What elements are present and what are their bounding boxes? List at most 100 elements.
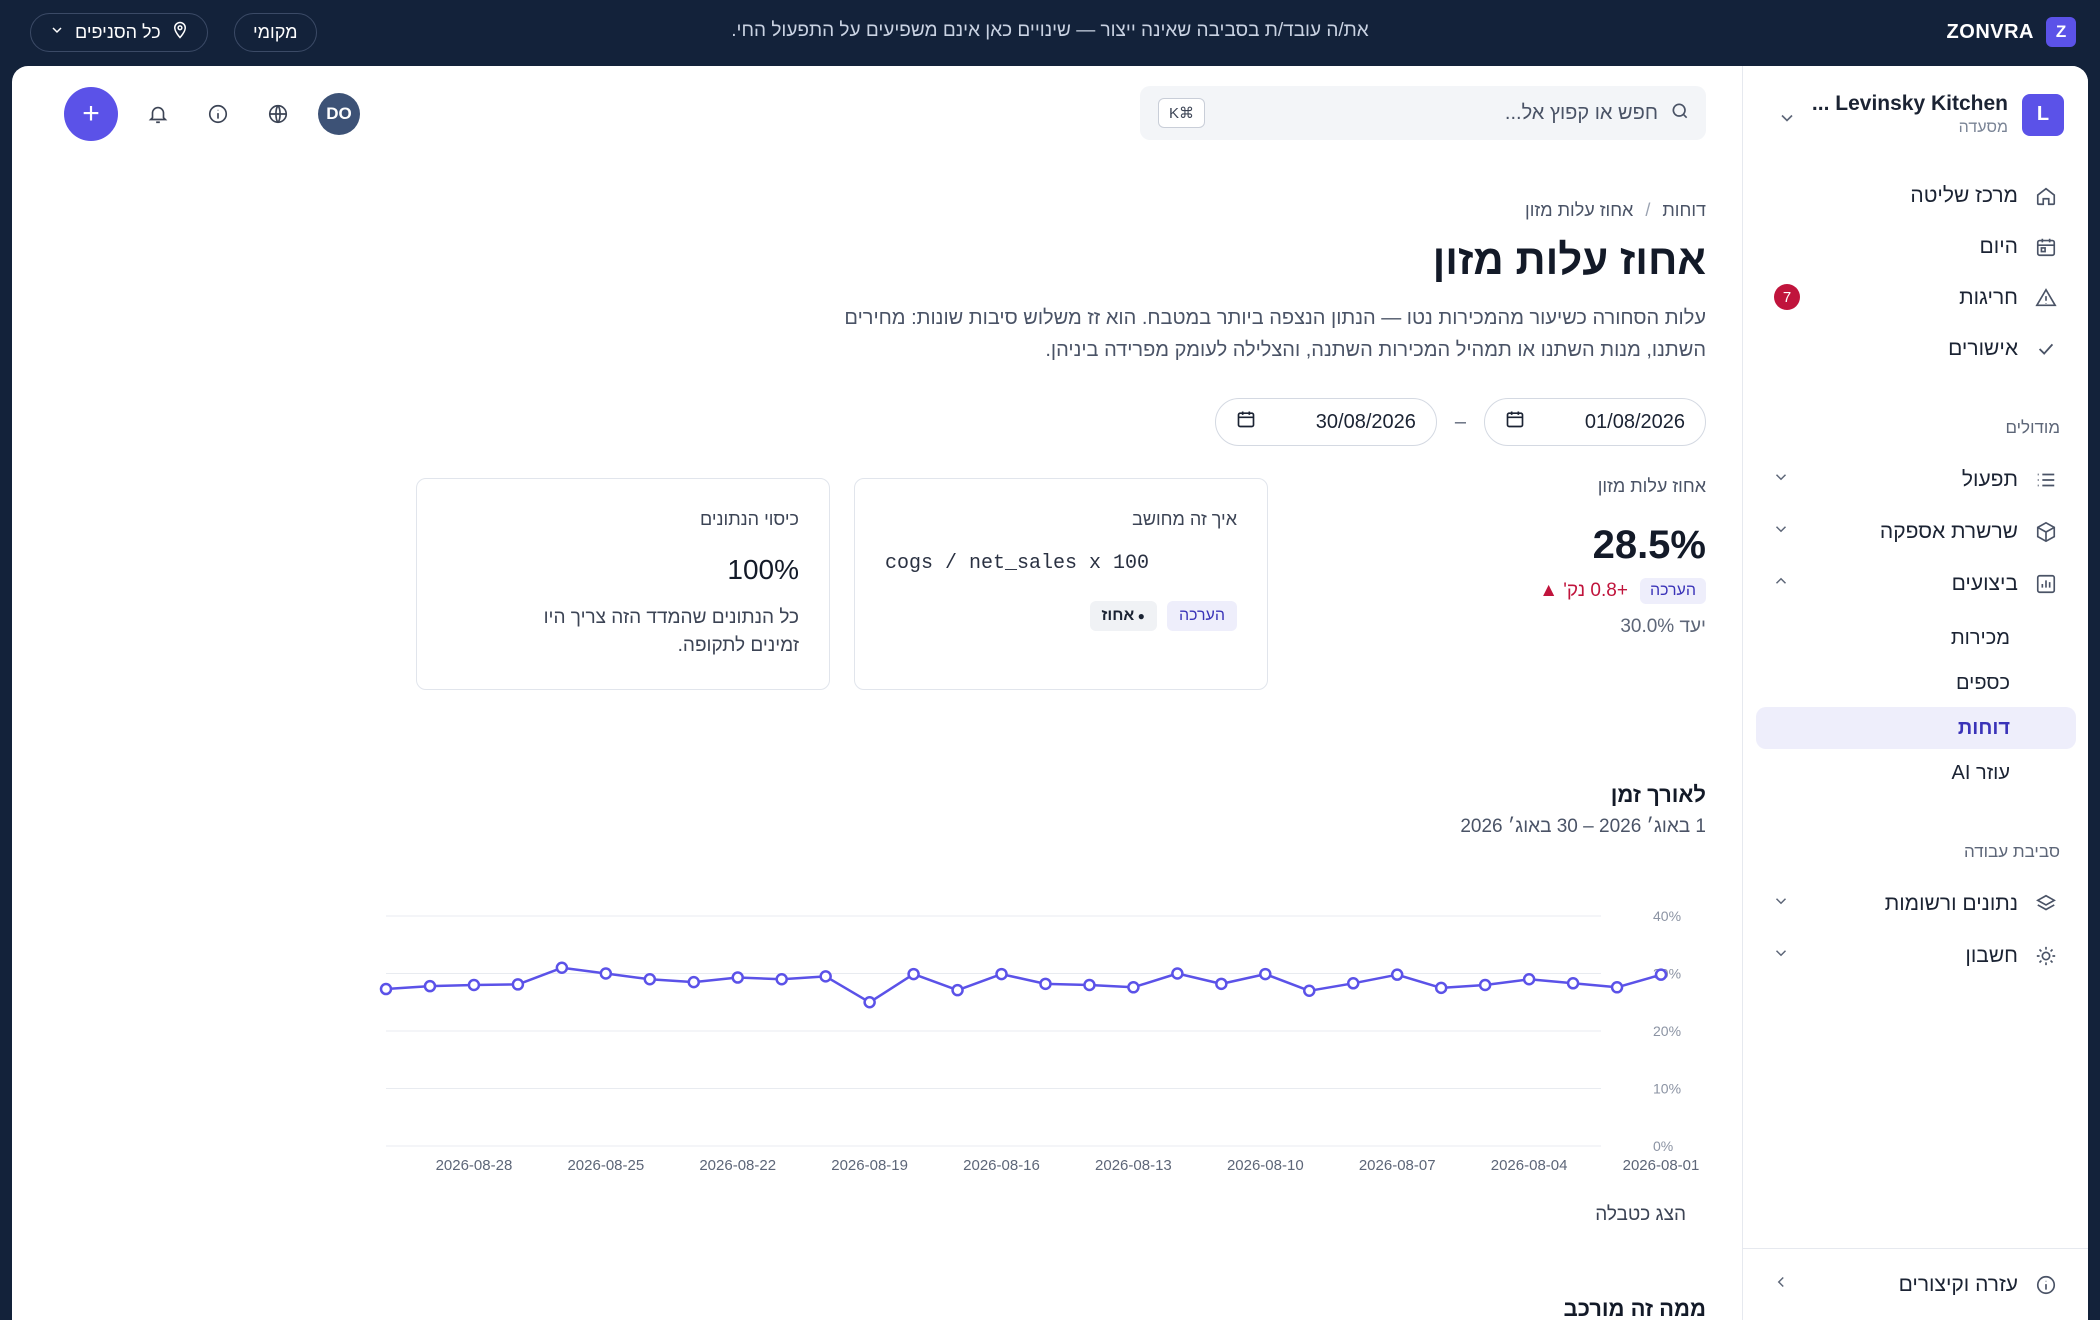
card-title: כיסוי הנתונים <box>700 509 799 529</box>
data-point[interactable] <box>1346 977 1360 990</box>
calendar-icon <box>1505 409 1525 435</box>
data-point[interactable] <box>907 967 920 981</box>
search-input[interactable] <box>1238 101 1658 125</box>
data-point[interactable] <box>1610 981 1624 994</box>
data-point[interactable] <box>1654 968 1668 981</box>
series-line <box>385 966 1662 1004</box>
sidebar-subitem-sales[interactable]: מכירות <box>1950 626 2010 649</box>
sidebar-item-operations[interactable]: תפעול <box>1756 458 2076 502</box>
sidebar-item-supply-chain[interactable]: שרשרת אספקה <box>1756 510 2076 554</box>
data-point[interactable] <box>731 971 744 984</box>
data-coverage-card: כיסוי הנתונים 100% כל הנתונים שהמדד הזה … <box>416 478 830 690</box>
data-point[interactable] <box>1522 973 1536 986</box>
date-from-field[interactable]: 01/08/2026 <box>1484 398 1706 446</box>
sidebar-item-label: חשבון <box>1965 944 2018 967</box>
sidebar-item-label: עזרה וקיצורים <box>1898 1273 2018 1296</box>
sidebar-footer: עזרה וקיצורים <box>1742 1248 2088 1320</box>
data-point[interactable] <box>555 961 569 974</box>
unit-tag: אחוז <box>1089 601 1157 631</box>
date-to-field[interactable]: 30/08/2026 <box>1214 398 1437 446</box>
data-point[interactable] <box>423 979 437 993</box>
bar-chart-icon <box>2034 572 2058 596</box>
data-point[interactable] <box>995 967 1008 981</box>
globe-icon[interactable] <box>258 94 298 134</box>
data-point[interactable] <box>1171 967 1184 980</box>
x-tick-label: 2026-08-19 <box>831 1157 908 1174</box>
sidebar-subitem-finance[interactable]: כספים <box>1956 671 2010 694</box>
page-description: עלות הסחורה כשיעור מהמכירות נטו — הנתון … <box>844 307 1706 361</box>
list-icon <box>2034 468 2058 492</box>
sidebar-item-approvals[interactable]: אישורים <box>1756 327 2076 371</box>
chevron-down-icon[interactable] <box>1777 108 1797 133</box>
sidebar-item-exceptions[interactable]: חריגות 7 <box>1756 276 2076 320</box>
composition-title: ממה זה מורכב <box>1563 1296 1706 1320</box>
data-point[interactable] <box>775 973 788 986</box>
branch-selector[interactable]: כל הסניפים <box>30 13 208 52</box>
data-point[interactable] <box>863 996 876 1009</box>
sidebar-item-today[interactable]: היום <box>1756 225 2076 269</box>
data-point[interactable] <box>1478 978 1492 992</box>
breadcrumb-parent[interactable]: דוחות <box>1662 200 1706 220</box>
data-point[interactable] <box>1215 977 1228 991</box>
top-bar: Z ZONVRA את/ה עובד/ת בסביבה שאינה ייצור … <box>0 0 2100 64</box>
sidebar-item-control-center[interactable]: מרכז שליטה <box>1756 174 2076 218</box>
workspace-heading: סביבת עבודה <box>1963 842 2060 861</box>
environment-button[interactable]: מקומי <box>234 13 317 52</box>
calendar-icon <box>2034 235 2058 259</box>
header-actions: DO + <box>64 87 360 141</box>
show-as-table-button[interactable]: הצג כטבלה <box>1595 1204 1686 1225</box>
chevron-up-icon <box>1772 572 1790 596</box>
data-point[interactable] <box>1434 981 1448 995</box>
chevron-left-icon <box>1772 1273 1790 1297</box>
branch-selector-label: כל הסניפים <box>75 22 161 42</box>
data-point[interactable] <box>1083 978 1096 992</box>
x-tick-label: 2026-08-28 <box>436 1157 513 1174</box>
help-shortcuts-item[interactable]: עזרה וקיצורים <box>1756 1263 2076 1307</box>
sidebar-item-performance[interactable]: ביצועים <box>1756 562 2076 606</box>
org-name: Levinsky Kitchen ... <box>1811 92 2008 115</box>
sidebar-subitem-ai-assistant[interactable]: עוזר AI <box>1951 761 2010 784</box>
data-point[interactable] <box>379 982 393 996</box>
breadcrumb: דוחות / אחוז עלות מזון <box>1525 200 1706 221</box>
user-avatar[interactable]: DO <box>318 93 360 135</box>
data-point[interactable] <box>1259 967 1272 981</box>
sidebar-item-account[interactable]: חשבון <box>1756 934 2076 978</box>
info-icon[interactable] <box>198 94 238 134</box>
y-tick-label: 0% <box>1653 1138 1673 1154</box>
brand[interactable]: Z ZONVRA <box>1947 17 2076 47</box>
kpi-label: אחוז עלות מזון <box>1597 476 1706 496</box>
chevron-down-icon <box>1772 468 1790 492</box>
breadcrumb-separator: / <box>1645 200 1651 220</box>
data-point[interactable] <box>1039 977 1052 991</box>
info-icon <box>2034 1273 2058 1297</box>
data-point[interactable] <box>599 967 613 980</box>
sidebar-item-label: ביצועים <box>1951 572 2018 595</box>
data-point[interactable] <box>687 975 701 989</box>
environment-notice: את/ה עובד/ת בסביבה שאינה ייצור — שינויים… <box>731 20 1369 41</box>
sidebar-item-label: שרשרת אספקה <box>1879 520 2018 543</box>
bell-icon[interactable] <box>138 94 178 134</box>
data-point[interactable] <box>467 978 481 992</box>
create-button[interactable]: + <box>64 87 118 141</box>
org-switcher[interactable]: L Levinsky Kitchen ... מסעדה <box>1812 92 2064 137</box>
sidebar-item-data-records[interactable]: נתונים ורשומות <box>1756 882 2076 926</box>
data-point[interactable] <box>511 978 525 991</box>
data-point[interactable] <box>951 983 964 997</box>
environment-label: מקומי <box>253 22 298 42</box>
data-point[interactable] <box>1127 981 1140 994</box>
x-tick-label: 2026-08-25 <box>567 1157 644 1174</box>
chevron-down-icon <box>1772 944 1790 968</box>
data-point[interactable] <box>1390 968 1404 981</box>
data-point[interactable] <box>643 973 657 986</box>
search-bar[interactable]: ⌘K <box>1140 86 1706 140</box>
x-tick-label: 2026-08-10 <box>1227 1157 1304 1174</box>
home-icon <box>2034 184 2058 208</box>
org-avatar: L <box>2022 93 2064 136</box>
kpi-delta: +0.8 נק' ▲ <box>1539 580 1628 601</box>
box-icon <box>2034 520 2058 544</box>
sidebar-subitem-reports[interactable]: דוחות <box>1756 707 2076 749</box>
data-point[interactable] <box>1566 977 1580 990</box>
data-point[interactable] <box>1303 984 1316 997</box>
coverage-value: 100% <box>727 554 799 585</box>
data-point[interactable] <box>819 970 832 983</box>
